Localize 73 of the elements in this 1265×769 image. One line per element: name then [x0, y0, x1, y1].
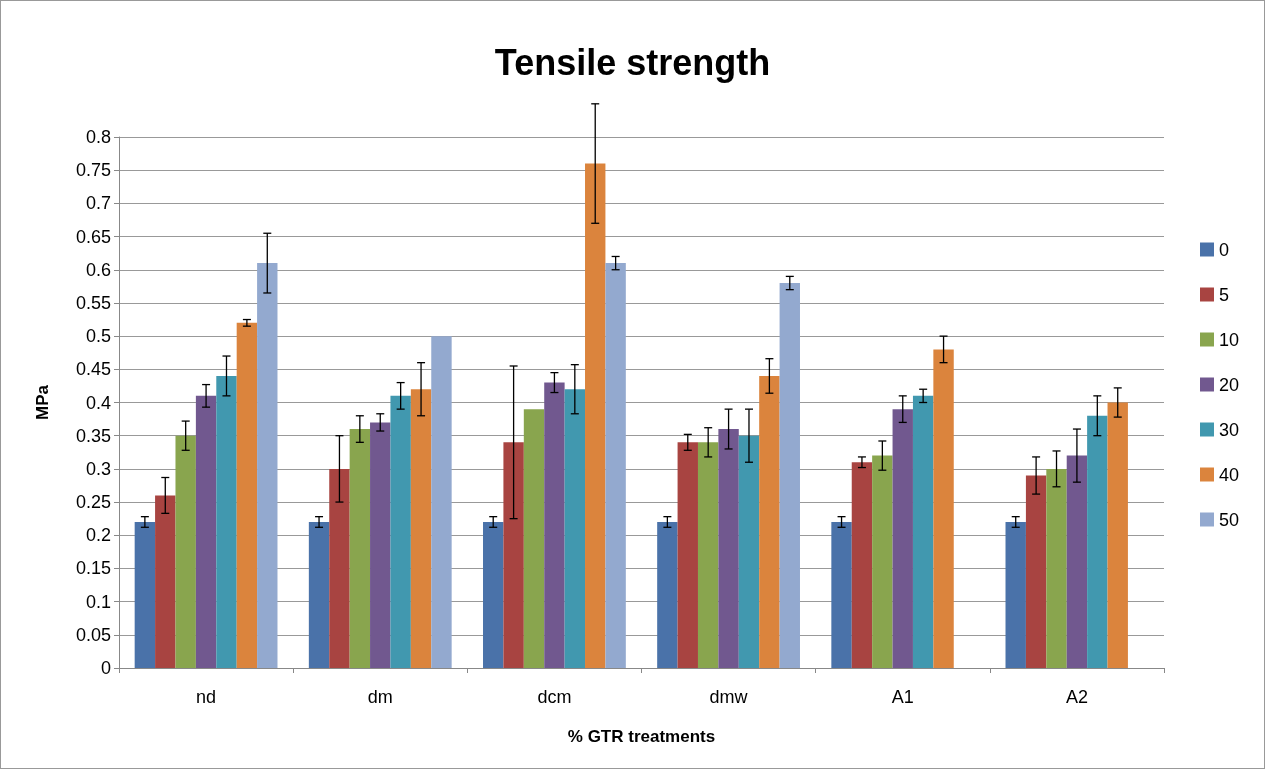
y-tick-label: 0.8	[85, 127, 111, 147]
y-tick-label: 0.45	[75, 359, 111, 380]
y-tick-label: 0.5	[85, 326, 111, 347]
y-tick-label: 0.6	[85, 259, 111, 280]
y-tick-label: 0.1	[85, 591, 111, 612]
bar	[523, 409, 545, 668]
chart-title: Tensile strength	[494, 41, 771, 83]
legend-label: 0	[1218, 239, 1229, 260]
y-tick-label: 0.35	[75, 425, 111, 446]
bar	[831, 521, 852, 668]
bar	[779, 283, 800, 668]
bar	[912, 395, 934, 668]
bar	[1005, 521, 1026, 668]
bar	[134, 521, 156, 668]
legend-label: 10	[1218, 329, 1240, 350]
y-axis-title: MPa	[33, 384, 52, 420]
x-tick-label: nd	[196, 687, 217, 707]
bar	[933, 349, 954, 668]
bar	[195, 395, 217, 668]
bar	[370, 422, 391, 668]
y-tick-label: 0.4	[85, 392, 111, 413]
bar	[390, 395, 411, 668]
y-tick-label: 0	[100, 658, 111, 678]
bar	[657, 521, 678, 668]
y-tick-label: 0.55	[75, 292, 111, 313]
y-tick-label: 0.65	[75, 226, 111, 247]
x-tick-label: dmw	[709, 687, 749, 707]
bar	[216, 375, 237, 668]
bar	[175, 435, 196, 668]
bar	[1066, 455, 1088, 668]
bar	[155, 495, 176, 668]
legend-label: 50	[1218, 509, 1240, 530]
bar	[431, 336, 452, 668]
bar	[483, 521, 504, 668]
bar	[872, 455, 893, 668]
y-tick-label: 0.3	[85, 458, 111, 479]
x-tick-label: dcm	[537, 687, 572, 707]
bar	[892, 409, 913, 668]
legend-label: 30	[1218, 419, 1240, 440]
x-tick-label: A2	[1065, 687, 1088, 707]
bar	[564, 389, 586, 668]
bar	[1025, 475, 1047, 668]
y-tick-label: 0.75	[75, 160, 111, 181]
bar	[1107, 402, 1128, 668]
bar	[605, 263, 626, 668]
y-tick-label: 0.2	[85, 525, 111, 546]
bar	[544, 382, 565, 668]
bar	[585, 163, 606, 668]
bar	[236, 322, 258, 668]
bar	[349, 429, 371, 668]
bar	[329, 468, 350, 668]
x-tick-label: A1	[891, 687, 914, 707]
y-tick-label: 0.7	[85, 193, 111, 214]
x-axis-title: % GTR treatments	[567, 727, 716, 746]
y-tick-label: 0.15	[75, 558, 111, 579]
bar	[759, 375, 780, 668]
y-tick-label: 0.05	[75, 624, 111, 645]
y-tick-label: 0.25	[75, 492, 111, 513]
bar	[738, 435, 760, 668]
bar	[257, 263, 278, 668]
bar	[503, 442, 524, 668]
bar	[697, 442, 719, 668]
bar	[1046, 468, 1067, 668]
bar	[677, 442, 698, 668]
bar	[410, 389, 432, 668]
legend-label: 5	[1218, 284, 1229, 305]
bar	[718, 429, 739, 668]
x-tick-label: dm	[367, 687, 393, 707]
bar	[1087, 415, 1108, 668]
legend-label: 40	[1218, 464, 1240, 485]
bar	[308, 521, 330, 668]
bar	[851, 462, 873, 668]
legend-label: 20	[1218, 374, 1240, 395]
